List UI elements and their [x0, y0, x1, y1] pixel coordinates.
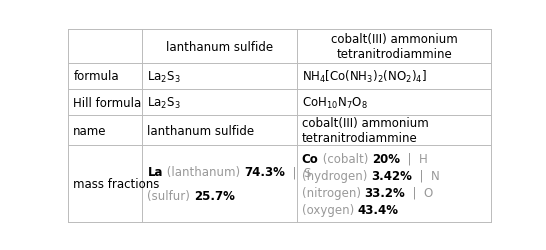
Text: 20%: 20%	[372, 152, 400, 165]
Text: La$_2$S$_3$: La$_2$S$_3$	[147, 69, 181, 84]
Text: 43.4%: 43.4%	[358, 203, 399, 216]
Text: mass fractions: mass fractions	[73, 178, 159, 190]
Text: lanthanum sulfide: lanthanum sulfide	[147, 124, 254, 137]
Text: cobalt(III) ammonium
tetranitrodiammine: cobalt(III) ammonium tetranitrodiammine	[302, 117, 429, 144]
Text: Co: Co	[302, 152, 318, 165]
Text: NH$_4$[Co(NH$_3$)$_2$(NO$_2$)$_4$]: NH$_4$[Co(NH$_3$)$_2$(NO$_2$)$_4$]	[302, 69, 427, 85]
Text: (lanthanum): (lanthanum)	[163, 166, 244, 178]
Text: (oxygen): (oxygen)	[302, 203, 358, 216]
Text: (sulfur): (sulfur)	[147, 190, 194, 202]
Text: (hydrogen): (hydrogen)	[302, 169, 371, 182]
Text: formula: formula	[73, 70, 119, 83]
Text: La$_2$S$_3$: La$_2$S$_3$	[147, 95, 181, 110]
Text: CoH$_{10}$N$_7$O$_8$: CoH$_{10}$N$_7$O$_8$	[302, 95, 367, 110]
Text: (nitrogen): (nitrogen)	[302, 186, 365, 199]
Text: 74.3%: 74.3%	[244, 166, 284, 178]
Text: 33.2%: 33.2%	[365, 186, 405, 199]
Text: 25.7%: 25.7%	[194, 190, 235, 202]
Text: (cobalt): (cobalt)	[318, 152, 372, 165]
Text: |  H: | H	[400, 152, 428, 165]
Text: cobalt(III) ammonium
tetranitrodiammine: cobalt(III) ammonium tetranitrodiammine	[331, 33, 458, 61]
Text: name: name	[73, 124, 107, 137]
Text: 3.42%: 3.42%	[371, 169, 412, 182]
Text: |  S: | S	[284, 166, 311, 178]
Text: |  O: | O	[405, 186, 434, 199]
Text: La: La	[147, 166, 163, 178]
Text: |  N: | N	[412, 169, 440, 182]
Text: lanthanum sulfide: lanthanum sulfide	[166, 40, 273, 53]
Text: Hill formula: Hill formula	[73, 96, 141, 109]
